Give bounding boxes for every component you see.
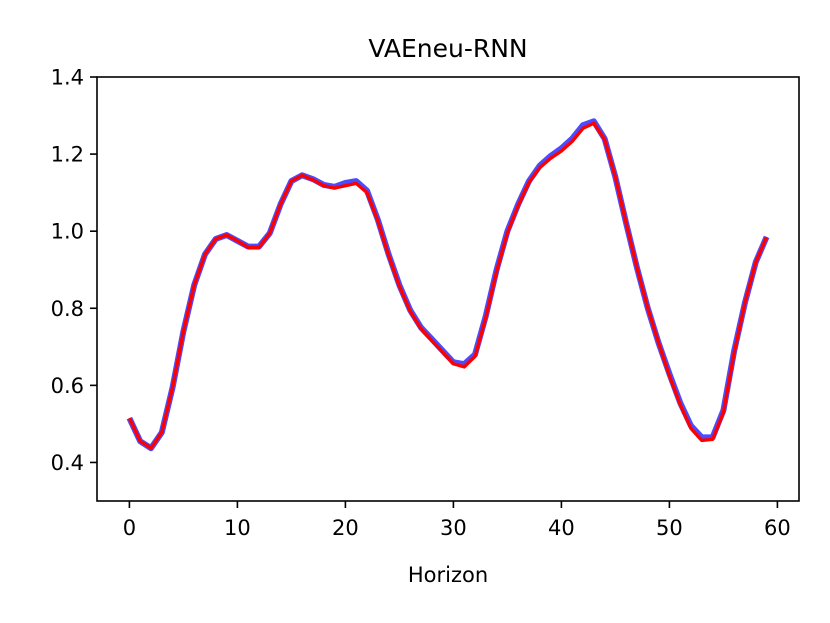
y-tick-label: 1.2 [51, 143, 84, 167]
y-tick-label: 0.8 [51, 297, 84, 321]
x-tick-label: 30 [440, 516, 467, 540]
y-tick-label: 0.4 [51, 451, 84, 475]
x-axis: 0 10 20 30 40 50 60 [123, 501, 791, 540]
y-tick-label: 1.4 [51, 66, 84, 90]
x-axis-label: Horizon [408, 563, 488, 587]
x-tick-label: 50 [656, 516, 683, 540]
series-line-red [127, 121, 769, 450]
y-tick-label: 0.6 [51, 374, 84, 398]
chart-title: VAEneu-RNN [368, 34, 527, 63]
plot-area [126, 118, 770, 452]
x-tick-label: 40 [548, 516, 575, 540]
series-line-blue [126, 118, 770, 452]
x-tick-label: 10 [224, 516, 251, 540]
plot-frame [96, 76, 800, 502]
x-tick-label: 20 [332, 516, 359, 540]
x-tick-label: 0 [123, 516, 136, 540]
y-tick-label: 1.0 [51, 220, 84, 244]
y-axis: 0.4 0.6 0.8 1.0 1.2 1.4 [51, 66, 97, 475]
x-tick-label: 60 [764, 516, 791, 540]
